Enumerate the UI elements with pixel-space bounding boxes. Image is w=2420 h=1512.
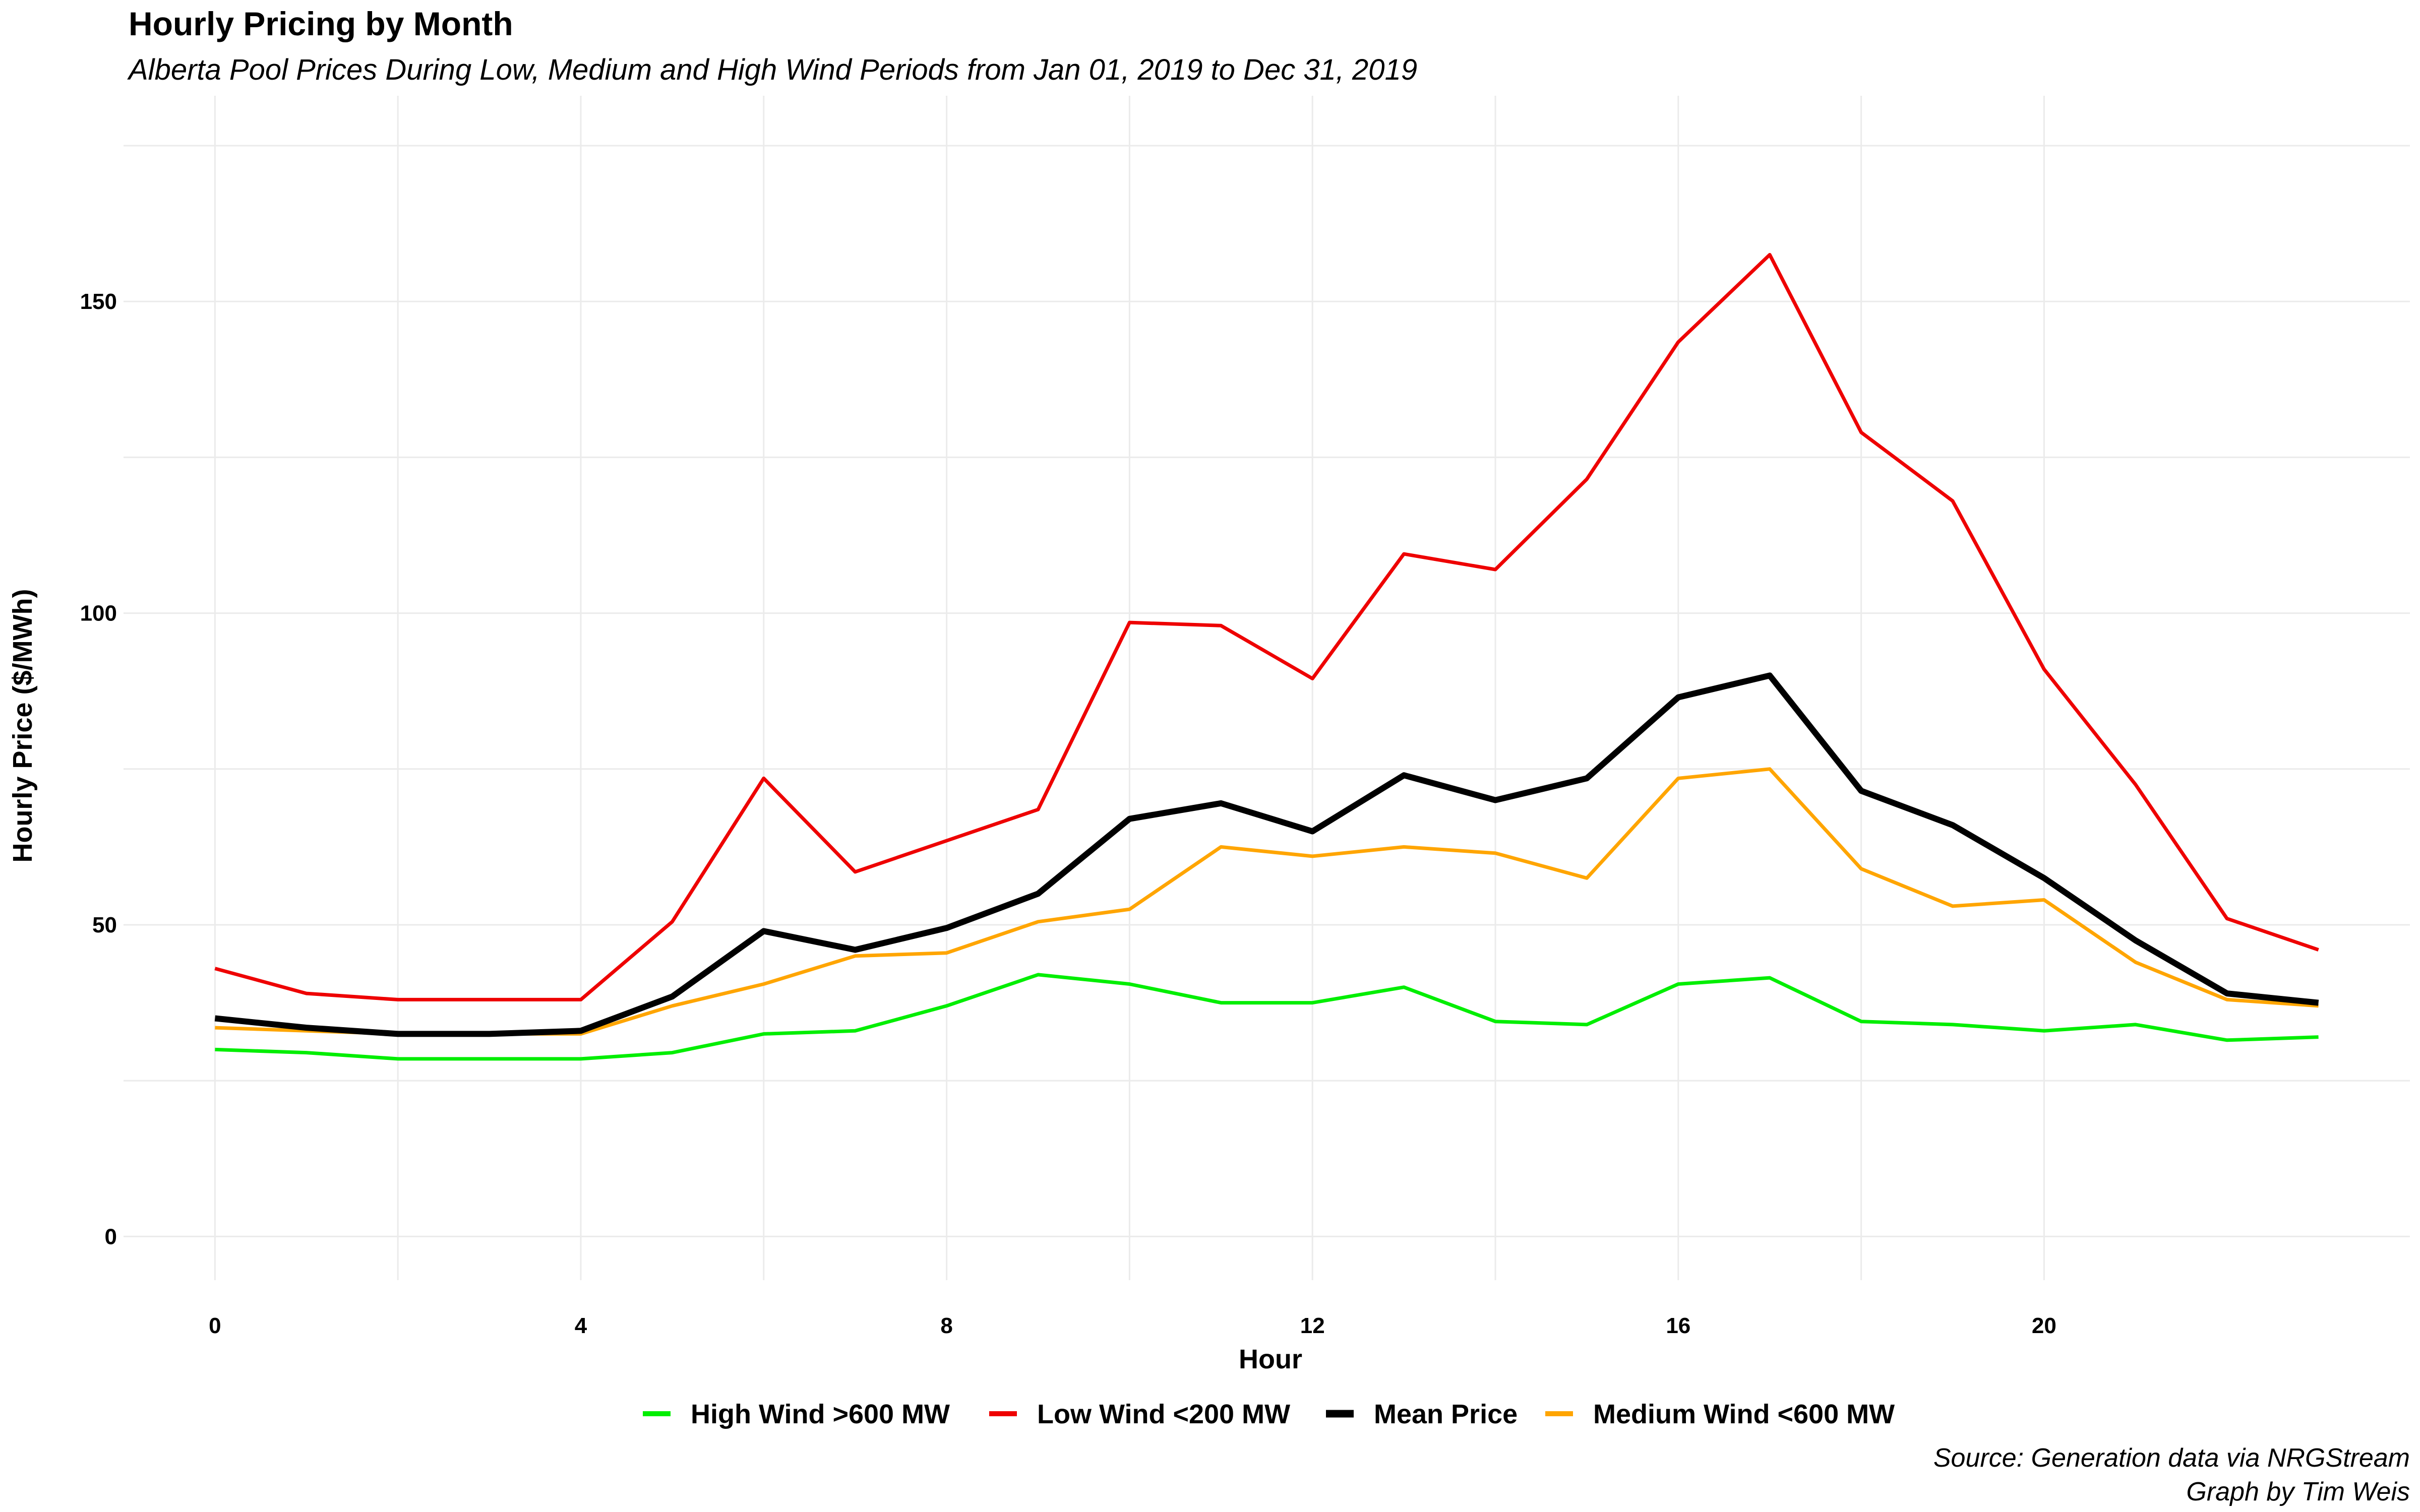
- x-tick-label: 20: [2032, 1313, 2056, 1338]
- x-tick-label: 16: [1666, 1313, 1690, 1338]
- tick-labels: 0 4 8 12 16 20 0 50 100 150: [80, 289, 2056, 1338]
- series-lines: [214, 253, 2319, 1061]
- legend-label: Medium Wind <600 MW: [1593, 1399, 1895, 1429]
- series-line-mean-price: [214, 672, 2319, 1037]
- x-tick-label: 4: [575, 1313, 587, 1338]
- legend-label: Mean Price: [1374, 1399, 1518, 1429]
- y-tick-label: 50: [92, 913, 117, 937]
- x-axis-title: Hour: [1239, 1344, 1302, 1374]
- x-tick-label: 12: [1300, 1313, 1325, 1338]
- y-tick-label: 100: [80, 601, 117, 626]
- legend-label: High Wind >600 MW: [691, 1399, 950, 1429]
- caption-source: Source: Generation data via NRGStream: [1933, 1443, 2410, 1473]
- grid: [124, 96, 2410, 1280]
- series-line-high-wind-600-mw: [215, 973, 2319, 1061]
- legend-label: Low Wind <200 MW: [1037, 1399, 1290, 1429]
- chart-title: Hourly Pricing by Month: [129, 5, 513, 42]
- y-axis-title: Hourly Price ($/MWh): [8, 589, 38, 862]
- y-tick-label: 0: [105, 1224, 117, 1249]
- x-tick-label: 0: [209, 1313, 221, 1338]
- caption-author: Graph by Tim Weis: [2186, 1477, 2410, 1506]
- legend: High Wind >600 MW Low Wind <200 MW Mean Pr…: [643, 1399, 1895, 1429]
- chart-subtitle: Alberta Pool Prices During Low, Medium a…: [127, 53, 1417, 86]
- x-tick-label: 8: [940, 1313, 952, 1338]
- series-line-low-wind-200-mw: [214, 253, 2319, 1001]
- y-tick-label: 150: [80, 289, 117, 314]
- series-line-medium-wind-600-mw: [215, 767, 2319, 1036]
